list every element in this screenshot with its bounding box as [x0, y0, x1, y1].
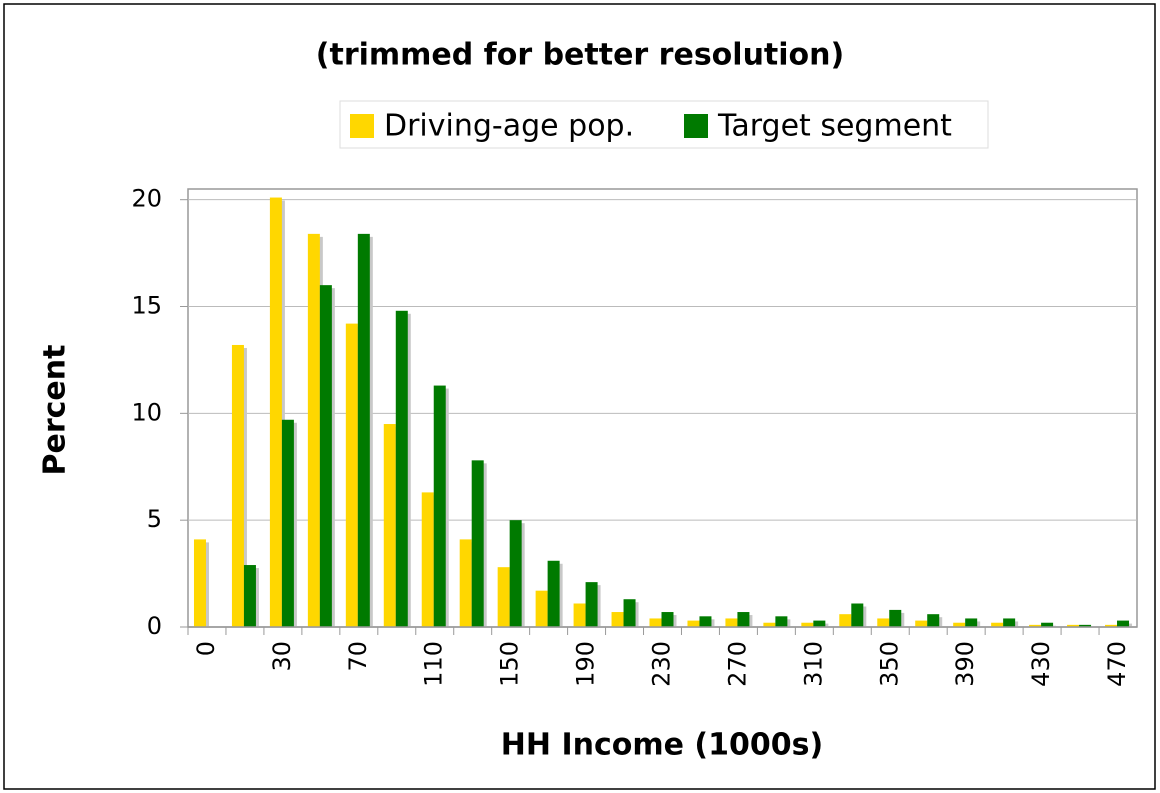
bar	[649, 618, 662, 627]
x-tick-label: 150	[496, 641, 524, 687]
x-tick-label: 270	[723, 641, 751, 687]
bar	[1041, 622, 1054, 627]
bar	[775, 616, 788, 627]
bar	[345, 323, 358, 627]
legend-label: Target segment	[717, 109, 952, 144]
bar	[459, 539, 472, 627]
bar	[471, 460, 484, 627]
bar	[383, 424, 396, 627]
legend-swatch	[350, 114, 374, 138]
bar	[307, 233, 320, 627]
x-tick-label: 30	[268, 641, 296, 672]
x-tick-label: 430	[1027, 641, 1055, 687]
bar	[927, 614, 940, 627]
bar	[889, 609, 902, 627]
x-tick-label: 70	[344, 641, 372, 672]
y-tick-label: 10	[131, 398, 162, 426]
bar	[661, 612, 674, 627]
bar	[1029, 624, 1042, 627]
legend-swatch	[684, 114, 708, 138]
y-tick-label: 20	[131, 185, 162, 213]
bar	[1117, 620, 1130, 627]
legend	[339, 100, 989, 149]
y-tick-label: 0	[147, 612, 162, 640]
bar	[851, 603, 864, 627]
bar	[801, 622, 814, 627]
bar	[193, 539, 206, 627]
bar	[737, 612, 750, 627]
bar	[1105, 624, 1118, 627]
chart-title: (trimmed for better resolution)	[316, 38, 844, 73]
bar	[243, 565, 256, 627]
bar	[623, 599, 636, 627]
bar	[357, 233, 370, 627]
x-tick-label: 350	[875, 641, 903, 687]
bar	[965, 618, 978, 627]
x-tick-label: 0	[192, 641, 220, 656]
bar	[497, 567, 510, 627]
bar	[839, 614, 852, 627]
bar	[991, 622, 1004, 627]
y-tick-label: 15	[131, 292, 162, 320]
bar	[953, 622, 966, 627]
bar	[813, 620, 826, 627]
bar	[535, 590, 548, 627]
bar	[231, 344, 244, 627]
x-tick-label: 310	[799, 641, 827, 687]
y-tick-label: 5	[147, 505, 162, 533]
bar	[1067, 624, 1080, 627]
x-tick-label: 110	[420, 641, 448, 687]
bar	[725, 618, 738, 627]
bar	[509, 520, 522, 627]
bar	[269, 197, 282, 628]
bar	[395, 310, 408, 627]
bar	[421, 492, 434, 627]
y-axis-label: Percent	[38, 345, 73, 476]
x-tick-label: 230	[648, 641, 676, 687]
x-tick-label: 390	[951, 641, 979, 687]
bar	[687, 620, 700, 627]
bar	[611, 612, 624, 627]
x-tick-label: 190	[572, 641, 600, 687]
legend-label: Driving-age pop.	[384, 109, 634, 144]
bar	[763, 622, 776, 627]
bar	[915, 620, 928, 627]
bar	[433, 385, 446, 627]
bar	[281, 419, 294, 627]
bar	[585, 582, 598, 627]
bar	[1079, 624, 1092, 627]
bar	[877, 618, 890, 627]
x-tick-label: 470	[1103, 641, 1131, 687]
bar	[573, 603, 586, 627]
bar	[319, 285, 332, 627]
bar	[547, 560, 560, 627]
bar	[1003, 618, 1016, 627]
x-axis-label: HH Income (1000s)	[501, 728, 823, 763]
bar	[699, 616, 712, 627]
